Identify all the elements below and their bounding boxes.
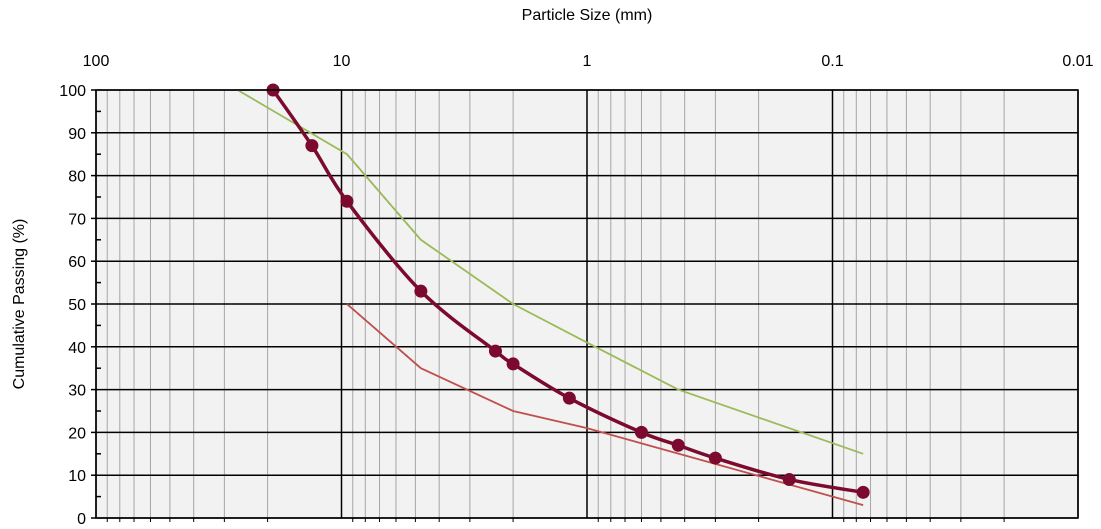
- y-tick-label: 30: [68, 383, 86, 400]
- envelope-line: [237, 89, 864, 455]
- grading-data-point: [856, 485, 870, 499]
- y-tick-label: 0: [77, 511, 86, 528]
- y-tick-label: 10: [68, 468, 86, 485]
- grading-data-point: [488, 344, 502, 358]
- grading-data-point: [506, 357, 520, 371]
- grading-data-point: [562, 391, 576, 405]
- grading-data-point: [634, 425, 648, 439]
- grading-data-point: [782, 472, 796, 486]
- x-tick-label: 0.1: [821, 53, 843, 70]
- x-tick-label: 0.01: [1062, 53, 1093, 70]
- axis-ticks: [91, 89, 1005, 522]
- y-tick-label: 50: [68, 297, 86, 314]
- x-axis-title: Particle Size (mm): [522, 7, 653, 24]
- y-tick-labels: 0 10 20 30 40 50 60 70 80 90 100: [59, 83, 86, 528]
- y-tick-label: 80: [68, 169, 86, 186]
- y-tick-label: 90: [68, 126, 86, 143]
- x-tick-label: 10: [333, 53, 351, 70]
- y-tick-label: 40: [68, 340, 86, 357]
- grading-data-point: [414, 284, 428, 298]
- x-tick-labels: 100 10 1 0.1 0.01: [83, 53, 1094, 70]
- grading-data-point: [305, 139, 319, 153]
- grading-data-point: [708, 451, 722, 465]
- envelope-line: [346, 303, 864, 507]
- series-layer: [237, 83, 870, 507]
- y-tick-label: 20: [68, 425, 86, 442]
- y-tick-label: 70: [68, 211, 86, 228]
- y-tick-label: 100: [59, 83, 86, 100]
- grading-data-point: [671, 438, 685, 452]
- grading-data-point: [340, 194, 354, 208]
- y-tick-label: 60: [68, 254, 86, 271]
- x-tick-label: 100: [83, 53, 110, 70]
- y-axis-title: Cumulative Passing (%): [11, 219, 28, 390]
- x-tick-label: 1: [583, 53, 592, 70]
